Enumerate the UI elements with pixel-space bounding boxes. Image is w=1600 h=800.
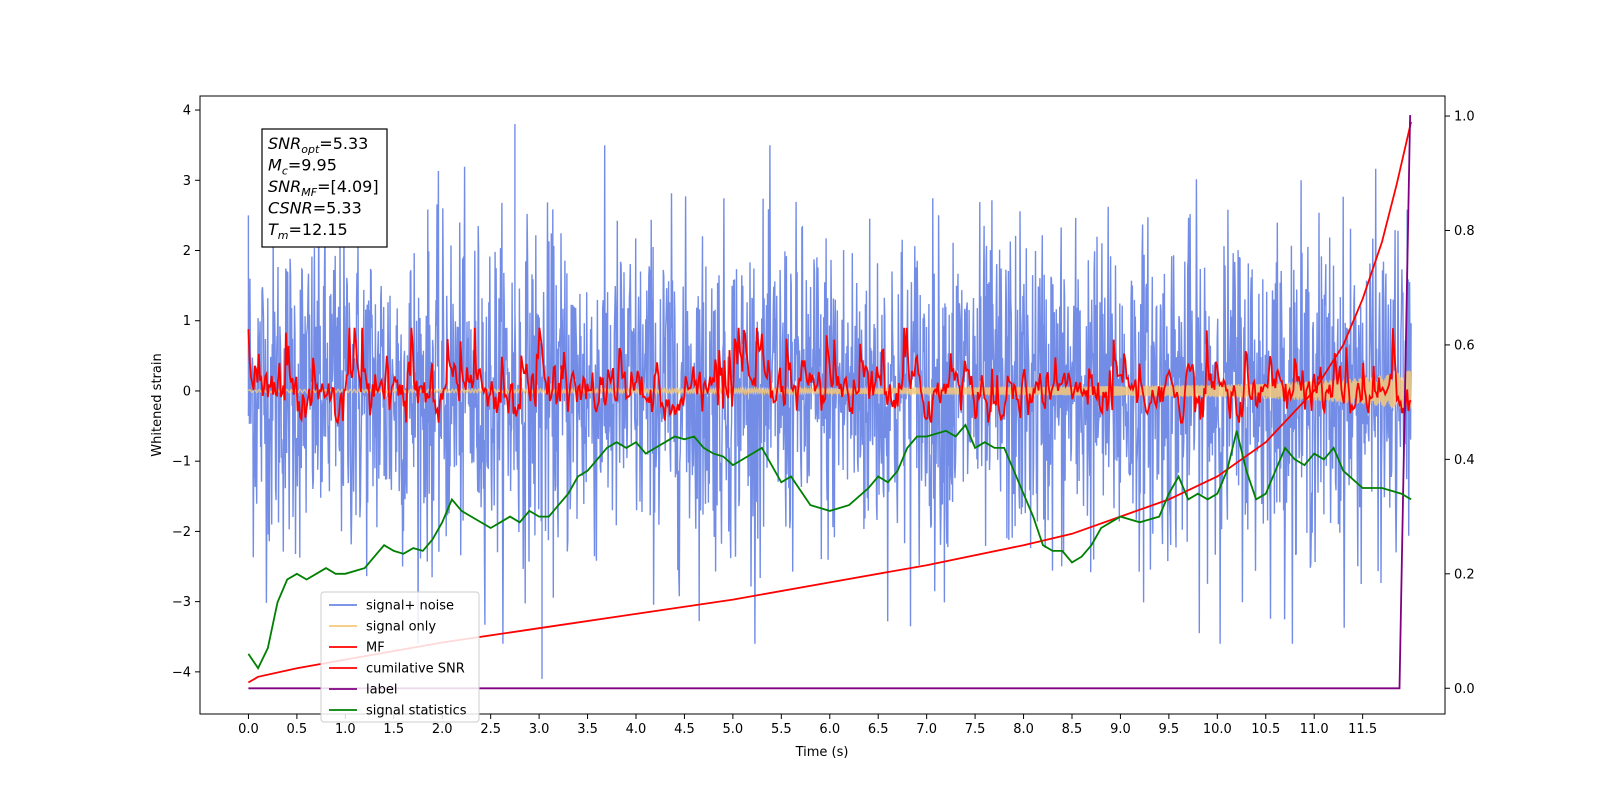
series-mf-line [247, 327, 1412, 425]
y-tick-label: −4 [172, 665, 191, 680]
info-value: =[4.09] [317, 177, 379, 196]
x-tick-label: 9.0 [1110, 722, 1131, 737]
y-axis-label: Whitened strain [150, 353, 165, 456]
y2-tick-label: 0.2 [1454, 567, 1475, 582]
info-value: =9.95 [288, 156, 337, 175]
y2-tick-label: 0.0 [1454, 682, 1475, 697]
info-subscript: opt [301, 143, 320, 156]
x-tick-label: 7.5 [965, 722, 986, 737]
legend-entry-label: MF [366, 641, 385, 656]
legend-frame [320, 591, 480, 723]
y2-tick-label: 0.8 [1454, 224, 1475, 239]
x-tick-label: 6.5 [868, 722, 889, 737]
x-tick-label: 11.5 [1348, 722, 1377, 737]
info-box: SNRopt=5.33Mc=9.95SNRMF=[4.09]CSNR=5.33T… [261, 128, 388, 248]
legend-entry-label: signal only [366, 620, 436, 635]
x-tick-label: 10.0 [1203, 722, 1232, 737]
info-symbol: M [268, 156, 282, 175]
x-tick-label: 4.5 [674, 722, 695, 737]
x-tick-label: 3.5 [577, 722, 598, 737]
info-value: =5.33 [313, 199, 362, 218]
info-line: SNRMF=[4.09] [268, 177, 379, 199]
info-symbol: T [268, 220, 279, 239]
series-signal-statistics-line [247, 423, 1412, 670]
x-tick-label: 7.0 [916, 722, 937, 737]
x-tick-label: 8.5 [1062, 722, 1083, 737]
axes-frame [199, 95, 1446, 715]
y-tick-label: 1 [183, 314, 191, 329]
info-subscript: m [278, 229, 289, 242]
x-tick-label: 0.0 [238, 722, 259, 737]
x-tick-label: 8.0 [1013, 722, 1034, 737]
info-subscript: c [282, 165, 288, 178]
x-tick-label: 10.5 [1251, 722, 1280, 737]
x-tick-label: 9.5 [1159, 722, 1180, 737]
legend-entry-label: signal statistics [366, 704, 467, 719]
y-tick-label: −2 [172, 525, 191, 540]
info-symbol: SNR [268, 177, 301, 196]
y2-tick-label: 0.4 [1454, 453, 1475, 468]
series-label-line [248, 115, 1412, 690]
series-signal-noise-line [247, 124, 1412, 679]
info-line: CSNR=5.33 [268, 199, 362, 218]
axes: 0.0 0.5 1.0 1.5 2.0 2.5 3.0 3.5 4.0 4.5 5.0 5.5 6.0 6… [172, 95, 1475, 737]
x-tick-label: 5.5 [771, 722, 792, 737]
info-line: SNRopt=5.33 [268, 134, 368, 156]
x-tick-label: 4.0 [626, 722, 647, 737]
info-subscript: MF [301, 186, 317, 199]
x-axis-label: Time (s) [795, 745, 849, 760]
x-tick-label: 2.5 [480, 722, 501, 737]
legend-entry-label: signal+ noise [366, 599, 454, 614]
x-tick-label: 3.0 [529, 722, 550, 737]
legend: signal+ noise signal only MF cumilative SNR… [320, 591, 480, 723]
y-tick-label: 0 [183, 384, 191, 399]
y2-tick-label: 1.0 [1454, 110, 1475, 125]
y-tick-label: 2 [183, 244, 191, 259]
x-tick-label: 6.0 [819, 722, 840, 737]
info-symbol: SNR [268, 134, 301, 153]
x-tick-label: 1.5 [383, 722, 404, 737]
legend-entry-label: cumilative SNR [366, 662, 465, 677]
y-tick-label: −3 [172, 595, 191, 610]
info-value: =5.33 [319, 134, 368, 153]
plot-area [247, 115, 1412, 690]
info-value: =12.15 [289, 220, 348, 239]
x-tick-label: 0.5 [287, 722, 308, 737]
y-tick-label: −1 [172, 455, 191, 470]
y2-tick-label: 0.6 [1454, 338, 1475, 353]
info-line: Mc=9.95 [268, 156, 337, 178]
x-tick-label: 1.0 [335, 722, 356, 737]
y-tick-label: 4 [183, 104, 191, 119]
x-tick-label: 2.0 [432, 722, 453, 737]
info-line: Tm=12.15 [268, 220, 348, 242]
info-symbol: CSNR [268, 199, 313, 218]
x-tick-label: 5.0 [723, 722, 744, 737]
series-signal-only-line [247, 370, 1412, 411]
y-tick-label: 3 [183, 174, 191, 189]
info-box-frame [261, 128, 388, 248]
legend-entry-label: label [366, 683, 397, 698]
x-tick-label: 11.0 [1300, 722, 1329, 737]
